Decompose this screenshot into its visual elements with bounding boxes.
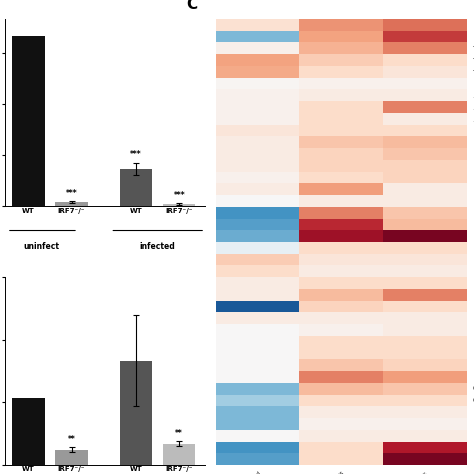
Bar <box>55 450 88 465</box>
Text: **: ** <box>175 429 183 438</box>
Bar <box>12 36 45 206</box>
Text: infected: infected <box>140 242 175 251</box>
Bar <box>120 169 152 206</box>
Text: uninfect: uninfect <box>23 242 59 251</box>
Bar <box>12 398 45 465</box>
Bar <box>120 361 152 465</box>
Text: ***: *** <box>173 191 185 200</box>
Text: C: C <box>186 0 198 12</box>
Text: ***: *** <box>130 150 142 159</box>
Text: **: ** <box>68 435 75 444</box>
Bar <box>55 202 88 206</box>
Bar <box>163 444 195 465</box>
Bar <box>163 204 195 206</box>
Text: ***: *** <box>66 189 77 198</box>
